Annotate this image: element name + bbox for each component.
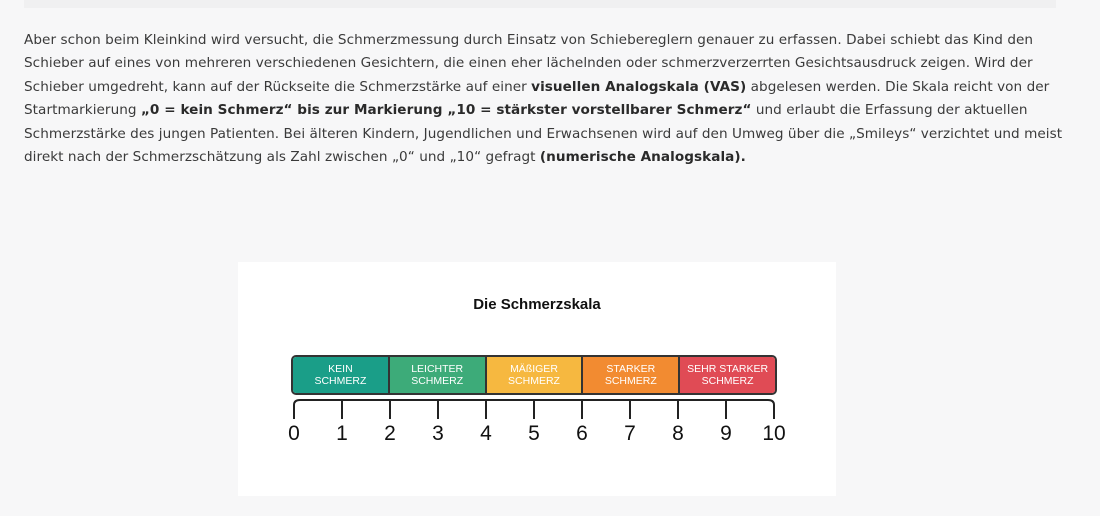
pain-scale-ruler xyxy=(293,399,775,419)
figure-title: Die Schmerzskala xyxy=(473,296,601,313)
pain-scale-figure: Die Schmerzskala KEIN SCHMERZ LEICHTER SC… xyxy=(238,262,836,496)
tick-label: 2 xyxy=(384,422,396,445)
body-text: abgelesen werden. Die Skala reicht von d… xyxy=(24,78,1050,119)
scale-segment: KEIN SCHMERZ xyxy=(293,357,388,393)
body-text: und erlaubt die Erfassung der aktuellen … xyxy=(24,102,1063,166)
tick-label: 3 xyxy=(432,422,444,445)
tick-label: 10 xyxy=(762,422,786,445)
tick-label: 0 xyxy=(288,422,300,445)
tick-label: 9 xyxy=(720,422,732,445)
scale-segment: LEICHTER SCHMERZ xyxy=(387,357,485,393)
body-text: Aber schon beim Kleinkind wird versucht,… xyxy=(24,32,1034,95)
emphasis-text: visuellen Analogskala (VAS) xyxy=(531,78,747,95)
emphasis-text: „0 = kein Schmerz“ bis zur Markierung „1… xyxy=(140,102,752,119)
top-divider xyxy=(24,0,1056,8)
scale-segment: MÄßIGER SCHMERZ xyxy=(484,357,582,393)
tick-labels: 0 1 2 3 4 5 6 7 8 9 10 xyxy=(288,422,786,452)
scale-segment: STARKER SCHMERZ xyxy=(581,357,679,393)
tick-label: 5 xyxy=(528,422,540,445)
tick-label: 7 xyxy=(624,422,636,445)
pain-scale-bar: KEIN SCHMERZ LEICHTER SCHMERZ MÄßIGER SCHM… xyxy=(291,355,777,395)
scale-segment: SEHR STARKER SCHMERZ xyxy=(678,357,775,393)
article-paragraph: Aber schon beim Kleinkind wird versucht,… xyxy=(24,29,1064,169)
tick-label: 1 xyxy=(336,422,348,445)
tick-label: 4 xyxy=(480,422,492,445)
tick-label: 8 xyxy=(672,422,684,445)
tick-label: 6 xyxy=(576,422,588,445)
emphasis-text: (numerische Analogskala). xyxy=(539,149,746,166)
